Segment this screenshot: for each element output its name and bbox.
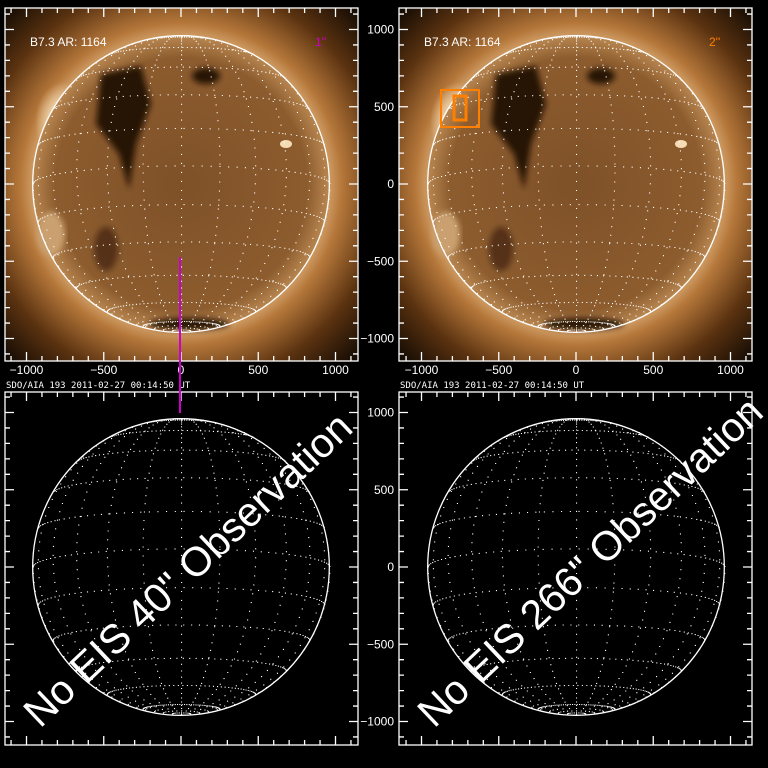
panel-title: B7.3 AR: 1164 <box>424 35 501 49</box>
y-tick-label: −1000 <box>360 715 394 729</box>
coronal-hole <box>489 66 624 330</box>
image-caption: SDO/AIA 193 2011-02-27 00:14:50 UT <box>400 381 585 391</box>
solar-limb <box>32 418 330 716</box>
eis-fov-box <box>440 89 480 128</box>
y-tick-label: 1000 <box>367 23 394 37</box>
bright-point <box>280 140 292 148</box>
bright-region <box>432 212 460 256</box>
x-tick-label: 1000 <box>322 363 349 377</box>
y-tick-label: 500 <box>374 483 394 497</box>
dark-patch <box>192 68 220 84</box>
x-tick-label: −500 <box>90 363 117 377</box>
y-tick-label: 0 <box>387 177 394 191</box>
slit-width-label: 2'' <box>709 35 720 49</box>
axis-ticks <box>5 392 358 745</box>
x-tick-label: 500 <box>248 363 268 377</box>
x-tick-label: 0 <box>573 363 580 377</box>
coronal-hole <box>94 66 229 330</box>
dark-patch <box>587 68 615 84</box>
x-tick-label: 1000 <box>717 363 744 377</box>
y-tick-label: 500 <box>374 100 394 114</box>
no-observation-message: No EIS 266" Observation <box>409 388 768 736</box>
axis-ticks <box>399 8 752 361</box>
bright-point <box>675 140 687 148</box>
solar-limb <box>427 418 725 716</box>
panel-bottom-left: No EIS 40" Observation <box>4 391 361 746</box>
y-tick-label: 0 <box>387 560 394 574</box>
coronal-hole-shape <box>491 66 546 189</box>
dark-patch <box>544 318 624 330</box>
dark-patch <box>149 318 229 330</box>
slit-width-label: 1'' <box>315 35 326 49</box>
x-tick-label: −1000 <box>405 363 439 377</box>
coronal-hole-shape <box>96 66 151 189</box>
panel-top-left: −1000 −500 0 500 1000 B7.3 AR: 1164 1'' SDO/AIA… <box>4 7 359 391</box>
sun-image <box>5 8 358 361</box>
panel-bottom-right: 1000 500 0 −500 −1000 No EIS 266" Observation <box>360 388 768 746</box>
x-tick-label: −500 <box>485 363 512 377</box>
sun-image <box>399 8 752 361</box>
y-tick-label: 1000 <box>367 406 394 420</box>
axis-ticks <box>5 8 358 361</box>
y-tick-label: −500 <box>367 254 394 268</box>
x-tick-label: 0 <box>178 363 185 377</box>
y-tick-label: −1000 <box>360 332 394 346</box>
solar-limb <box>427 35 725 333</box>
x-tick-label: 500 <box>643 363 663 377</box>
dark-patch <box>94 227 118 271</box>
dark-patch <box>489 227 513 271</box>
y-tick-label: −500 <box>367 637 394 651</box>
x-tick-label: −1000 <box>10 363 44 377</box>
axis-ticks <box>399 392 752 745</box>
eis-raster-box <box>452 94 468 122</box>
image-caption: SDO/AIA 193 2011-02-27 00:14:50 UT <box>6 381 191 391</box>
bright-region <box>37 212 65 256</box>
panel-title: B7.3 AR: 1164 <box>30 35 107 49</box>
panel-top-right: −1000 −500 0 500 1000 B7.3 AR: 1164 2'' SDO/AIA… <box>360 7 753 391</box>
